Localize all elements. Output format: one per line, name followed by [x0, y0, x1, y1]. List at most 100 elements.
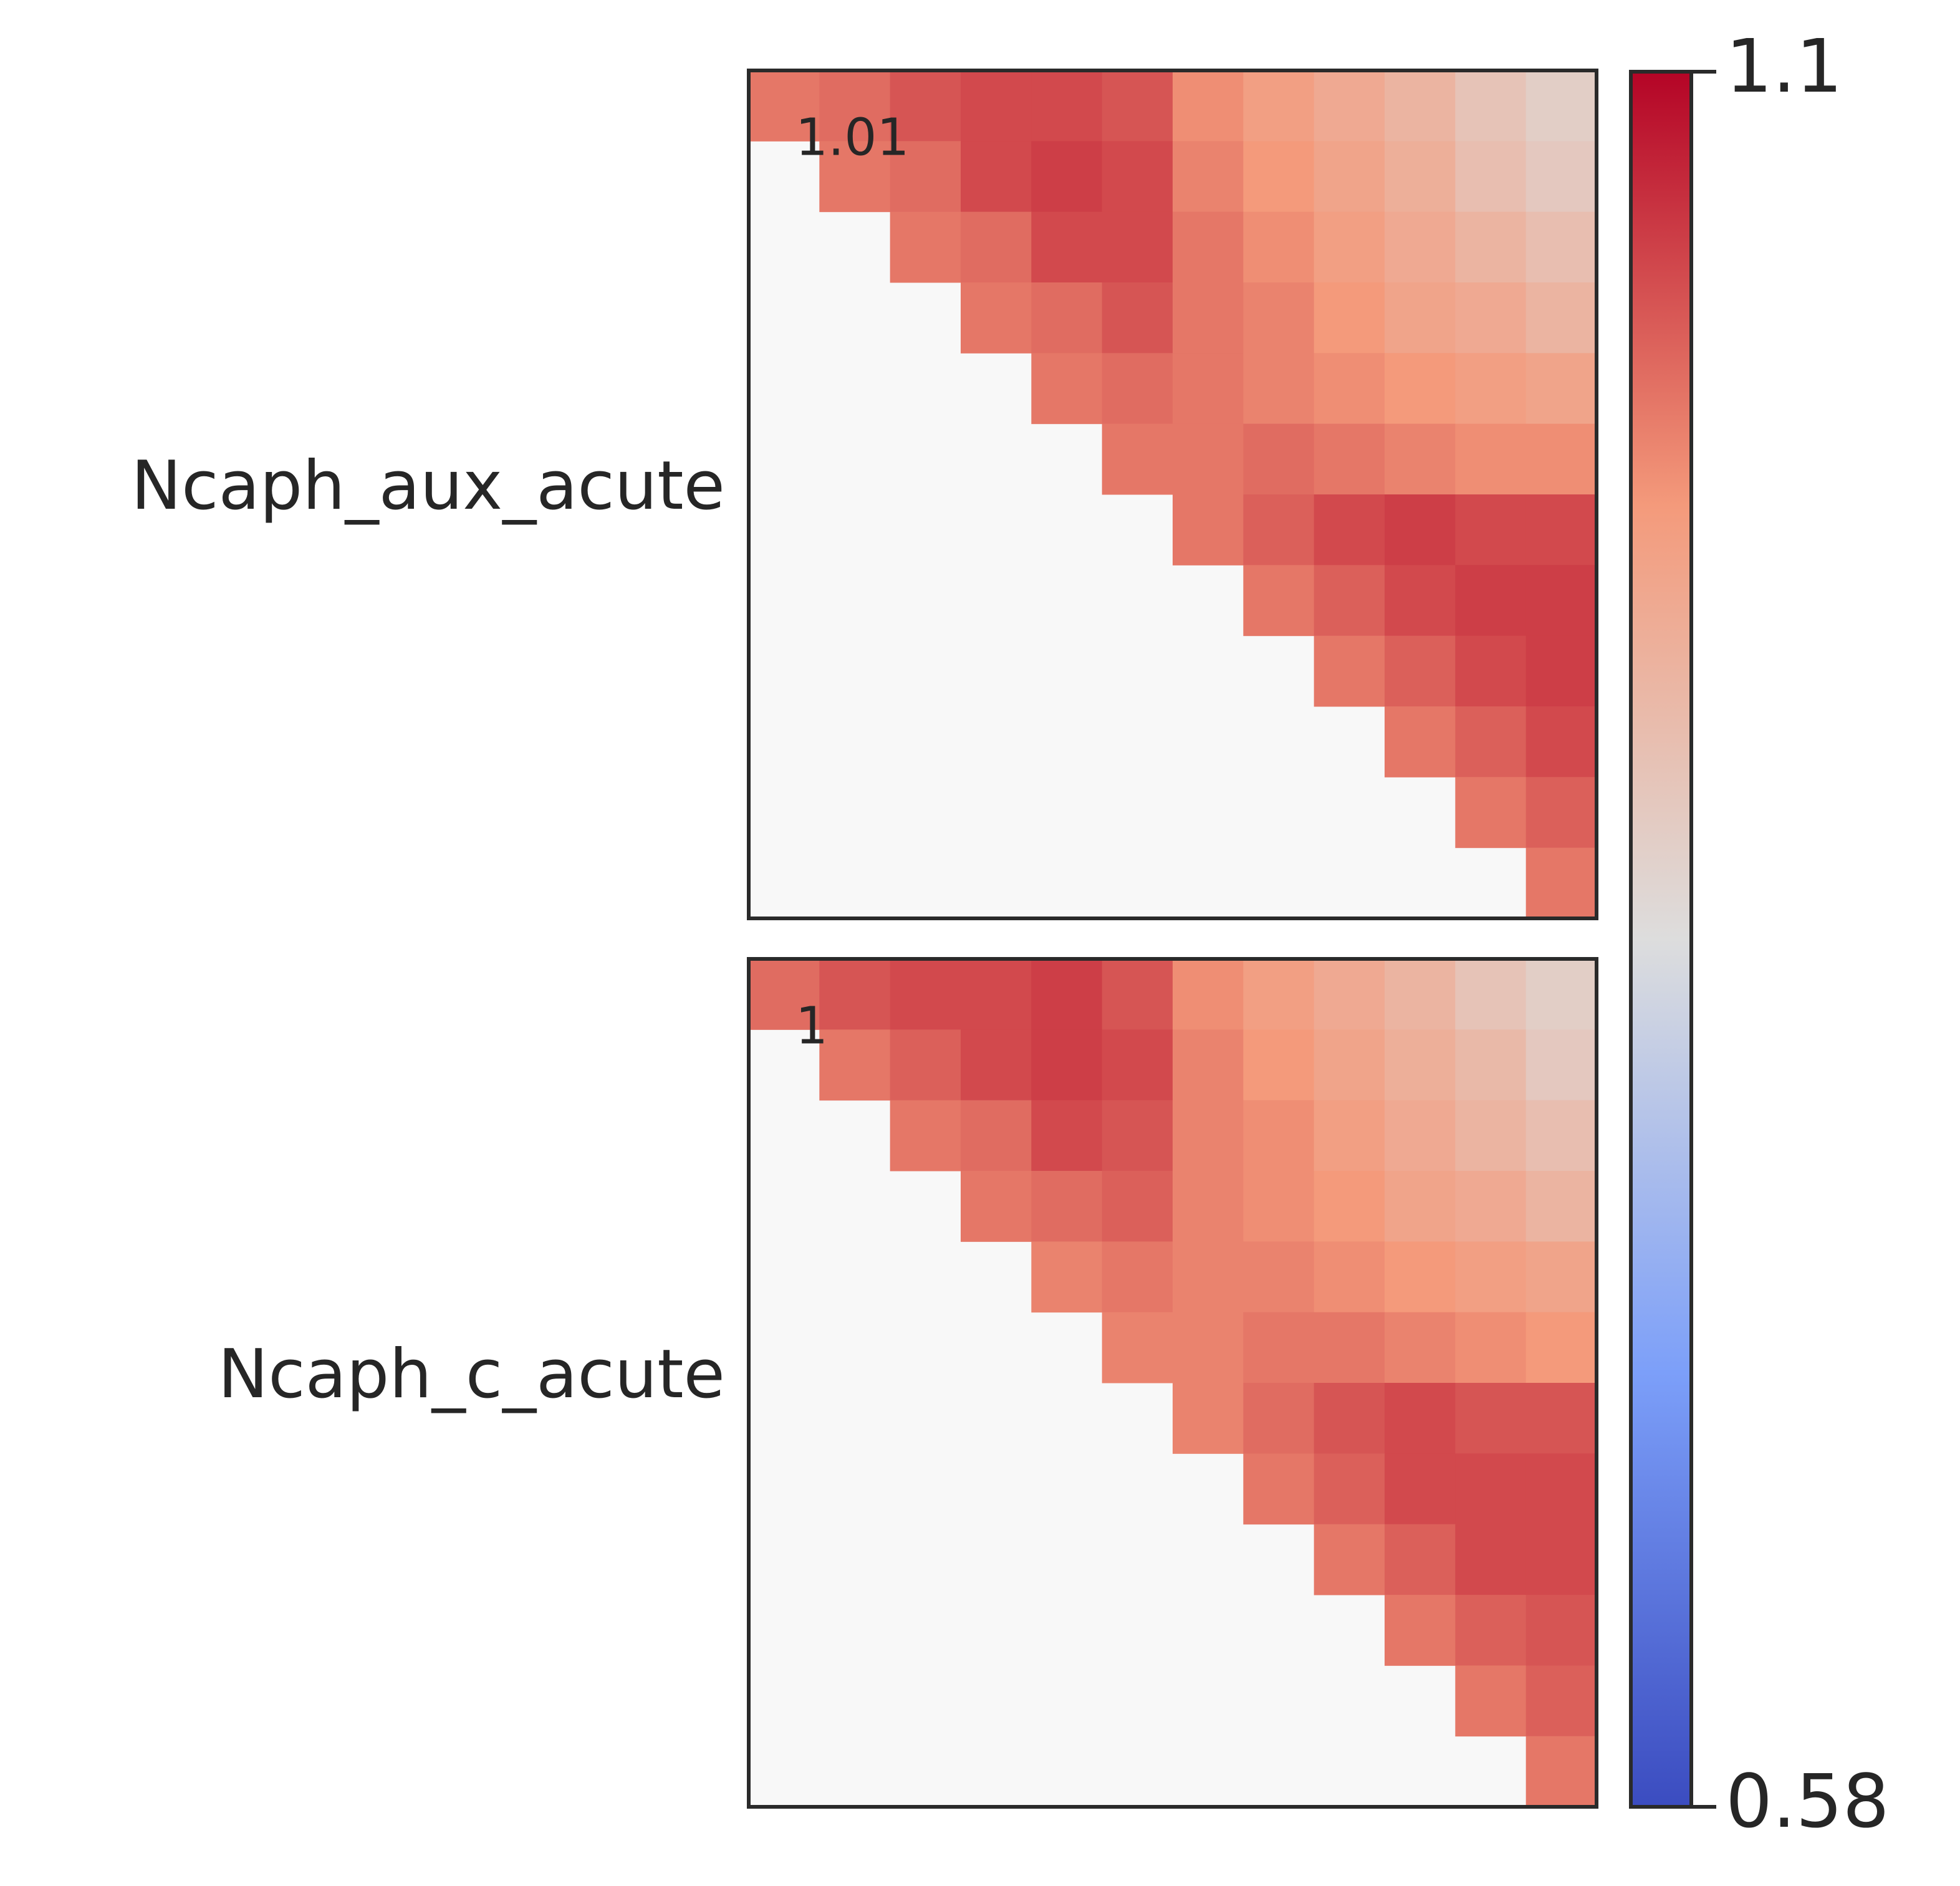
heatmap-cell	[1455, 635, 1527, 707]
heatmap-cell	[1031, 1171, 1103, 1242]
heatmap-cell	[1243, 423, 1315, 495]
heatmap-cell	[1525, 635, 1597, 707]
heatmap-cell	[1525, 1312, 1597, 1383]
heatmap-cell	[1314, 70, 1385, 142]
heatmap-cell	[1525, 1241, 1597, 1313]
heatmap-cell	[1314, 494, 1385, 565]
heatmap-cell	[1525, 1171, 1597, 1242]
heatmap-cell	[1243, 494, 1315, 565]
heatmap-cell	[1243, 141, 1315, 213]
heatmap-cell	[1455, 1383, 1527, 1454]
heatmap-cell	[1314, 423, 1385, 495]
heatmap-cell	[1455, 565, 1527, 637]
heatmap-cell	[1455, 777, 1527, 849]
heatmap-cell	[1385, 706, 1456, 777]
heatmap-cell	[1314, 282, 1385, 354]
heatmap-cell	[1173, 70, 1244, 142]
heatmap-cell	[1525, 141, 1597, 213]
heatmap-cell	[890, 1029, 961, 1101]
heatmap-cell	[749, 70, 820, 142]
heatmap-cell	[819, 959, 891, 1030]
heatmap-cell	[1525, 1524, 1597, 1595]
heatmap-cell	[1525, 565, 1597, 637]
heatmap-cell	[1385, 1453, 1456, 1525]
heatmap-cell	[1173, 282, 1244, 354]
heatmap-cell	[961, 282, 1032, 354]
heatmap-cell	[1455, 1241, 1527, 1313]
heatmap-cell	[1455, 1665, 1527, 1737]
heatmap-cell	[1173, 353, 1244, 425]
heatmap-cell	[1525, 1595, 1597, 1666]
heatmap-cell	[1385, 635, 1456, 707]
heatmap-cell	[1173, 1312, 1244, 1383]
heatmap-cell	[1455, 423, 1527, 495]
heatmap-cell	[1314, 635, 1385, 707]
heatmap-cell	[1385, 1312, 1456, 1383]
heatmap-cell	[1243, 211, 1315, 283]
heatmap-cell	[1314, 1383, 1385, 1454]
heatmap-cell	[1385, 353, 1456, 425]
heatmap-cell	[890, 1100, 961, 1172]
heatmap-cell	[1525, 494, 1597, 565]
heatmap-cell	[890, 141, 961, 213]
heatmap-cell	[1031, 1241, 1103, 1313]
heatmap-cell	[1455, 1595, 1527, 1666]
heatmap-cell	[1243, 1241, 1315, 1313]
heatmap-cell	[1173, 1241, 1244, 1313]
heatmap-cell	[1173, 1383, 1244, 1454]
heatmap-cell	[1455, 1171, 1527, 1242]
heatmap-cell	[1314, 565, 1385, 637]
heatmap-cell	[961, 959, 1032, 1030]
heatmap-cell	[1243, 353, 1315, 425]
heatmap-cell	[961, 1029, 1032, 1101]
heatmap-cell	[1173, 1100, 1244, 1172]
heatmap-cell	[1455, 1524, 1527, 1595]
heatmap-cell	[1525, 1383, 1597, 1454]
heatmap-cell	[1314, 1524, 1385, 1595]
heatmap-cell	[1525, 1736, 1597, 1807]
heatmap-cell	[1031, 1029, 1103, 1101]
heatmap-cell	[819, 1029, 891, 1101]
heatmap-cell	[1525, 706, 1597, 777]
heatmap-cell	[890, 959, 961, 1030]
heatmap-cell	[1385, 1383, 1456, 1454]
heatmap-cell	[1525, 1100, 1597, 1172]
heatmap-cell	[1243, 1453, 1315, 1525]
heatmap-cell	[1102, 282, 1173, 354]
heatmap-cell	[1173, 1171, 1244, 1242]
heatmap-cell	[1031, 1100, 1103, 1172]
heatmap-cell	[1102, 211, 1173, 283]
panel-annotation: 1.01	[795, 108, 910, 167]
heatmap-cell	[1385, 70, 1456, 142]
heatmap-cell	[1031, 211, 1103, 283]
heatmap-cell	[1385, 423, 1456, 495]
heatmap-cell	[1102, 141, 1173, 213]
heatmap-cell	[961, 70, 1032, 142]
heatmap-cell	[1455, 1312, 1527, 1383]
heatmap-cell	[1455, 1453, 1527, 1525]
panel-frame	[747, 69, 1598, 920]
heatmap-cell	[1455, 1029, 1527, 1101]
row-label: Ncaph_c_acute	[218, 1335, 725, 1413]
heatmap-cell	[819, 70, 891, 142]
heatmap-cell	[1385, 1100, 1456, 1172]
heatmap-cell	[1455, 211, 1527, 283]
heatmap-cell	[1385, 1171, 1456, 1242]
heatmap-cell	[1525, 423, 1597, 495]
heatmap-cell	[749, 959, 820, 1030]
heatmap-cell	[1455, 70, 1527, 142]
heatmap-cell	[1173, 141, 1244, 213]
heatmap-cell	[1525, 282, 1597, 354]
heatmap-cell	[1525, 1029, 1597, 1101]
heatmap-cell	[1525, 1665, 1597, 1737]
heatmap-cell	[1455, 282, 1527, 354]
heatmap-cell	[1102, 959, 1173, 1030]
heatmap-cell	[1385, 1595, 1456, 1666]
heatmap-cell	[1173, 211, 1244, 283]
heatmap-cell	[1243, 1171, 1315, 1242]
colorbar-tick-label: 0.58	[1726, 1758, 1890, 1844]
heatmap-cell	[1102, 70, 1173, 142]
heatmap-cell	[1031, 282, 1103, 354]
heatmap-cell	[1031, 959, 1103, 1030]
